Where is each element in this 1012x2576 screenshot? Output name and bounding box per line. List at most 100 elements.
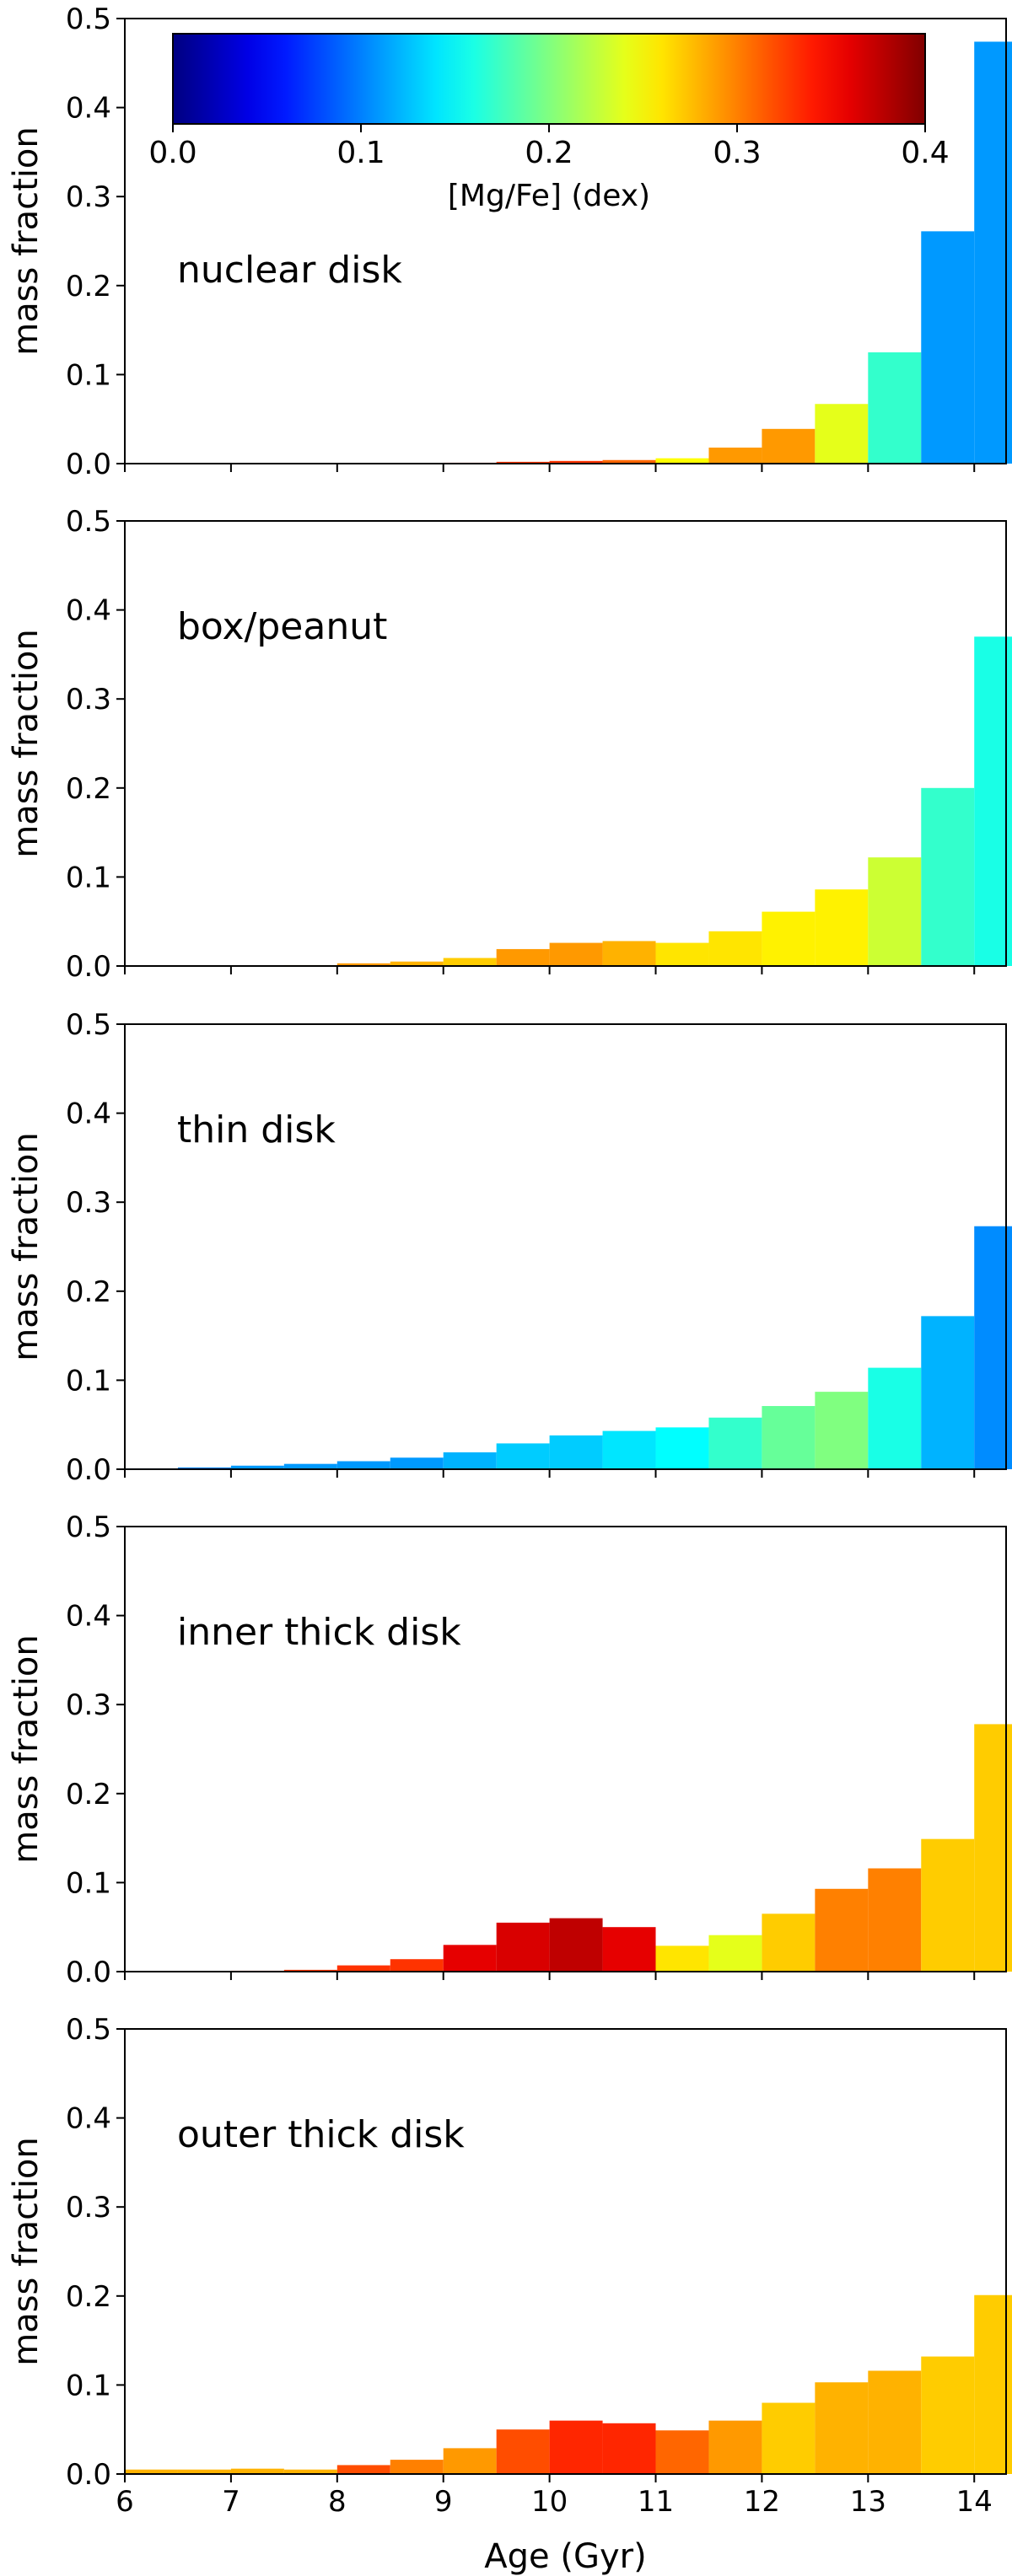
histogram-bar xyxy=(549,2420,603,2474)
axes-frame xyxy=(124,1023,1007,1470)
y-tick-label: 0.4 xyxy=(66,594,111,628)
y-tick-label: 0.0 xyxy=(66,950,111,984)
x-tick-label: 7 xyxy=(222,2485,240,2519)
histogram-bar xyxy=(336,1965,390,1972)
y-tick-label: 0.0 xyxy=(66,448,111,481)
y-tick-label: 0.1 xyxy=(66,1866,111,1900)
histogram-bar xyxy=(815,1888,869,1972)
histogram-bar xyxy=(390,1457,444,1469)
histogram-bar xyxy=(921,231,975,464)
histogram-bar xyxy=(336,2465,390,2474)
axes-frame xyxy=(124,1526,1007,1972)
panel-title: thin disk xyxy=(177,1108,336,1151)
colorbar-tick-label: 0.4 xyxy=(901,136,949,170)
histogram-bar xyxy=(762,2402,816,2474)
colorbar-tick-label: 0.1 xyxy=(336,136,385,170)
histogram-bar xyxy=(762,911,816,966)
histogram-bar xyxy=(230,1465,284,1469)
histogram-bar xyxy=(443,2448,497,2474)
histogram-bar xyxy=(762,1913,816,1972)
histogram-bar xyxy=(868,2370,922,2474)
histogram-bar xyxy=(283,2469,337,2474)
y-tick-label: 0.3 xyxy=(66,683,111,716)
y-tick-label: 0.3 xyxy=(66,1186,111,1220)
y-tick-label: 0.5 xyxy=(66,505,111,539)
histogram-bar xyxy=(496,948,550,966)
axes-frame xyxy=(124,2028,1007,2475)
histogram-bar xyxy=(177,1467,231,1469)
y-tick-label: 0.2 xyxy=(66,2280,111,2314)
histogram-bar xyxy=(708,931,762,966)
y-tick-label: 0.2 xyxy=(66,270,111,303)
y-tick-label: 0.4 xyxy=(66,1097,111,1131)
histogram-bar xyxy=(655,2430,709,2474)
histogram-bar xyxy=(443,1452,497,1469)
histogram-bar xyxy=(655,1945,709,1972)
histogram-bar xyxy=(390,961,444,966)
x-tick-label: 10 xyxy=(531,2485,568,2519)
histogram-bar xyxy=(815,2382,869,2474)
histogram-bar xyxy=(921,1838,975,1972)
histogram-bar xyxy=(549,460,603,464)
y-axis-label: mass fraction xyxy=(7,126,46,356)
y-tick-label: 0.3 xyxy=(66,1688,111,1722)
histogram-bar xyxy=(921,1316,975,1469)
colorbar-tick-label: 0.3 xyxy=(713,136,761,170)
y-tick-label: 0.2 xyxy=(66,1275,111,1309)
histogram-bar xyxy=(283,1969,337,1972)
histogram-bar xyxy=(815,404,869,464)
panel: 0.0 0.1 0.2 0.3 0.4 0.5 mass fraction inner thi… xyxy=(7,1511,1012,1989)
panel: 0.0 0.1 0.2 0.3 0.4 0.5 mass fraction thin disk xyxy=(7,1008,1012,1487)
y-tick-label: 0.4 xyxy=(66,2102,111,2136)
histogram-bar xyxy=(868,1868,922,1972)
histogram-bar xyxy=(868,352,922,464)
histogram-bar xyxy=(602,1927,656,1972)
histogram-bar xyxy=(762,428,816,464)
histogram-bar xyxy=(283,1463,337,1469)
x-tick-label: 11 xyxy=(638,2485,674,2519)
histogram-bar xyxy=(655,942,709,966)
colorbar-bar xyxy=(172,33,926,125)
axes-frame xyxy=(124,520,1007,967)
histogram-bar xyxy=(336,963,390,966)
histogram-bar xyxy=(230,2468,284,2474)
y-axis-label: mass fraction xyxy=(7,1634,46,1864)
histogram-bar xyxy=(921,2356,975,2474)
histogram-bar xyxy=(496,461,550,464)
panel-title: outer thick disk xyxy=(177,2113,465,2156)
histogram-bar xyxy=(336,1461,390,1469)
x-tick-label: 14 xyxy=(956,2485,993,2519)
panel-title: box/peanut xyxy=(177,605,387,648)
y-tick-label: 0.2 xyxy=(66,1778,111,1811)
x-tick-label: 6 xyxy=(116,2485,134,2519)
histogram-bar xyxy=(655,1427,709,1469)
histogram-bar xyxy=(602,459,656,464)
y-axis-label: mass fraction xyxy=(7,2137,46,2366)
y-tick-label: 0.0 xyxy=(66,2458,111,2492)
y-tick-label: 0.3 xyxy=(66,180,111,214)
x-tick-label: 8 xyxy=(328,2485,347,2519)
y-tick-label: 0.1 xyxy=(66,1364,111,1398)
histogram-bar xyxy=(125,2469,178,2474)
x-tick-label: 12 xyxy=(744,2485,780,2519)
histogram-bar xyxy=(868,1367,922,1469)
y-tick-label: 0.5 xyxy=(66,3,111,36)
y-tick-label: 0.4 xyxy=(66,1600,111,1634)
histogram-bar xyxy=(549,1918,603,1972)
histogram-bar xyxy=(921,787,975,966)
histogram-bar xyxy=(443,958,497,966)
histogram-bar xyxy=(815,1392,869,1469)
histogram-bar xyxy=(177,2469,231,2474)
histogram-bar xyxy=(496,1922,550,1972)
panel-title: inner thick disk xyxy=(177,1611,461,1654)
histogram-bar xyxy=(708,447,762,464)
y-tick-label: 0.3 xyxy=(66,2191,111,2224)
axes-frame xyxy=(124,18,1007,464)
histogram-bar xyxy=(762,1406,816,1469)
y-axis-label: mass fraction xyxy=(7,629,46,858)
x-tick-label: 13 xyxy=(850,2485,886,2519)
x-axis-label: Age (Gyr) xyxy=(484,2537,646,2576)
histogram-bar xyxy=(602,1430,656,1469)
histogram-bar xyxy=(868,857,922,966)
